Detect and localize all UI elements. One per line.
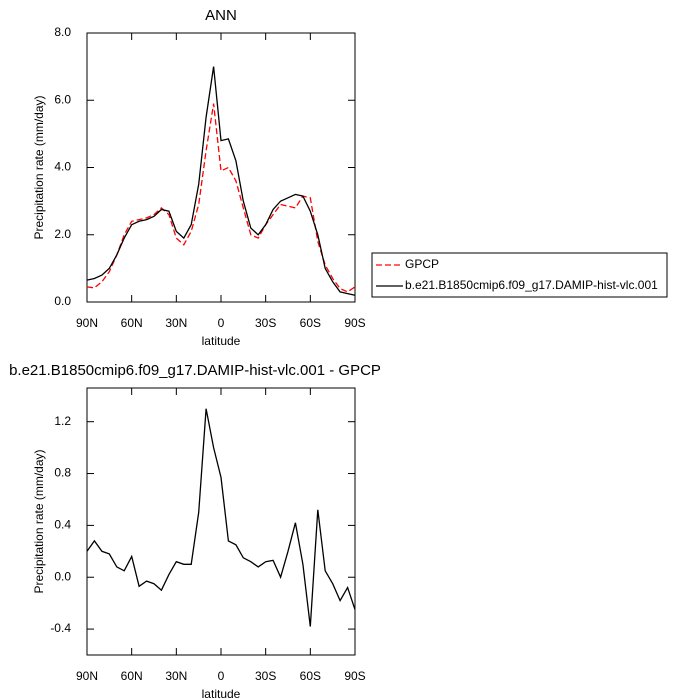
chart-title: b.e21.B1850cmip6.f09_g17.DAMIP-hist-vlc.… (9, 362, 381, 379)
legend: GPCP b.e21.B1850cmip6.f09_g17.DAMIP-hist-… (371, 252, 668, 298)
legend-label: b.e21.B1850cmip6.f09_g17.DAMIP-hist-vlc.… (405, 278, 658, 292)
legend-box (371, 252, 668, 298)
x-tick-label: 60N (121, 316, 143, 330)
x-axis-label: latitude (202, 687, 241, 700)
x-tick-label: 90N (76, 316, 98, 330)
y-tick-label: 2.0 (54, 227, 71, 241)
x-tick-label: 60S (300, 316, 321, 330)
x-tick-label: 60N (121, 669, 143, 683)
x-tick-label: 60S (300, 669, 321, 683)
x-tick-label: 90S (344, 316, 365, 330)
x-axis-label: latitude (202, 334, 241, 348)
plot-frame (86, 32, 356, 303)
x-tick-label: 0 (218, 316, 225, 330)
y-axis-label: Precipitation rate (mm/day) (32, 95, 46, 239)
plot-frame (86, 387, 356, 656)
y-tick-label: 0.0 (54, 569, 71, 583)
x-tick-label: 30S (255, 316, 276, 330)
y-tick-label: 8.0 (54, 25, 71, 39)
series-line (86, 66, 356, 296)
series-line (86, 408, 356, 627)
y-tick-label: 0.4 (54, 518, 71, 532)
x-tick-label: 90N (76, 669, 98, 683)
y-tick-label: -0.4 (50, 621, 71, 635)
x-tick-label: 0 (218, 669, 225, 683)
y-tick-label: 0.8 (54, 466, 71, 480)
x-tick-label: 30N (165, 669, 187, 683)
y-tick-label: 6.0 (54, 92, 71, 106)
x-tick-label: 90S (344, 669, 365, 683)
legend-label: GPCP (405, 257, 439, 271)
series-line (86, 103, 356, 293)
y-tick-label: 1.2 (54, 414, 71, 428)
y-tick-label: 0.0 (54, 294, 71, 308)
x-tick-label: 30N (165, 316, 187, 330)
y-axis-label: Precipitation rate (mm/day) (32, 449, 46, 593)
y-tick-label: 4.0 (54, 160, 71, 174)
x-tick-label: 30S (255, 669, 276, 683)
chart-title: ANN (205, 7, 237, 24)
